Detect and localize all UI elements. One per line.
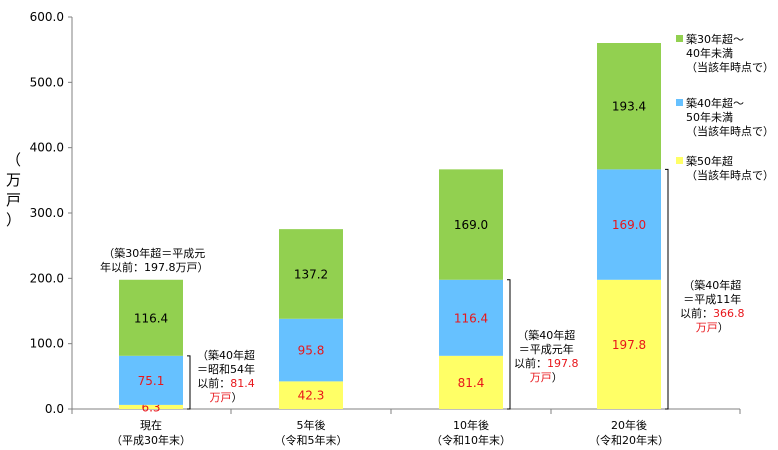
- annotation-text: 81.4: [230, 377, 255, 390]
- bar-segment: [439, 355, 503, 409]
- annotation-text: ）: [231, 391, 243, 404]
- annotation-text: 万戸: [209, 391, 232, 404]
- bar-segment: [439, 169, 503, 280]
- y-axis-label-char: ）: [6, 211, 22, 229]
- legend-label: 築50年超: [686, 155, 733, 168]
- bracket: [507, 279, 511, 410]
- annotation-text: （築40年超: [517, 329, 576, 342]
- legend-label: （当該年時点で）: [686, 125, 774, 138]
- annotation-line: 年以前：197.8万戸）: [100, 261, 209, 275]
- annotation-note: （築40年超 ＝昭和54年 以前：81.4 万戸）: [197, 349, 255, 405]
- legend-item-30-40: 築30年超～ 40年未満 （当該年時点で）: [676, 33, 774, 75]
- data-label: 193.4: [612, 100, 646, 114]
- annotation-line: 万戸）: [680, 321, 745, 335]
- y-tick-label: 300.0: [30, 206, 64, 220]
- bar-segment: [119, 279, 183, 356]
- bracket: [187, 355, 191, 410]
- annotation-text: （築40年超: [197, 349, 255, 362]
- legend-item-40-50: 築40年超～ 50年未満 （当該年時点で）: [676, 97, 774, 139]
- annotation-text: 以前：: [514, 357, 547, 370]
- data-label: 42.3: [298, 389, 325, 403]
- data-label: 116.4: [134, 311, 168, 325]
- annotation-text: 366.8: [713, 307, 745, 320]
- bar-segment: [439, 279, 503, 356]
- legend-label: （当該年時点で）: [686, 169, 774, 182]
- data-label: 197.8: [612, 338, 646, 352]
- annotation-text: ）: [717, 321, 729, 334]
- annotation-line: （築40年超: [680, 279, 745, 293]
- x-tick-label: 現在: [140, 419, 162, 432]
- annotation-text: （築30年超＝平成元: [103, 247, 206, 260]
- annotation-note: （築40年超 ＝平成11年 以前：366.8 万戸）: [680, 279, 745, 335]
- annotation-line: ＝平成元年: [514, 343, 579, 357]
- annotation-line: 以前：197.8: [514, 357, 579, 371]
- y-axis-label-char: 戸: [6, 191, 22, 209]
- legend-item-50-plus: 築50年超 （当該年時点で）: [676, 155, 774, 183]
- annotation-line: ＝昭和54年: [197, 363, 255, 377]
- bar-segment: [597, 169, 661, 280]
- annotation-text: ＝平成11年: [683, 293, 742, 306]
- data-label: 95.8: [298, 344, 325, 358]
- y-axis-label-char: 万: [6, 171, 22, 189]
- annotation-text: 以前：: [197, 377, 231, 390]
- data-label: 116.4: [454, 311, 488, 325]
- x-tick-label: 20年後: [611, 418, 647, 432]
- legend-label: 50年未満: [686, 111, 733, 124]
- annotation-line: 以前：81.4: [197, 377, 255, 391]
- annotation-line: 以前：366.8: [680, 307, 745, 321]
- legend-label: 築30年超～: [686, 33, 744, 46]
- annotation-text: 万戸: [695, 321, 718, 334]
- data-label: 75.1: [138, 374, 165, 388]
- annotation-line: 万戸）: [514, 371, 579, 385]
- data-label: 169.0: [612, 218, 646, 232]
- data-label: 81.4: [458, 376, 485, 390]
- bar-segment: [279, 381, 343, 409]
- annotation-line: 万戸）: [197, 391, 255, 405]
- bar-segment: [597, 43, 661, 170]
- annotation-text: 万戸: [529, 371, 552, 384]
- annotation-line: （築40年超: [514, 329, 579, 343]
- annotation-line: ＝平成11年: [680, 293, 745, 307]
- annotation-text: 以前：: [680, 307, 713, 320]
- x-tick-label: （平成30年末）: [111, 433, 191, 447]
- data-label: 137.2: [294, 267, 328, 281]
- y-tick-label: 400.0: [30, 141, 64, 155]
- y-axis-label-char: （: [6, 151, 22, 169]
- legend-swatch: [676, 157, 683, 164]
- bar-segment: [597, 279, 661, 409]
- x-tick-label: （令和5年末）: [275, 433, 348, 447]
- bar-segment: [119, 404, 183, 409]
- legend-label: （当該年時点で）: [686, 61, 774, 74]
- annotation-text: 年以前：197.8万戸）: [100, 261, 209, 274]
- annotation-line: （築40年超: [197, 349, 255, 363]
- y-tick-label: 200.0: [30, 271, 64, 285]
- x-tick-label: （令和20年末）: [589, 433, 669, 447]
- x-tick-label: 5年後: [297, 418, 326, 432]
- y-axis-label: （ 万 戸 ）: [6, 150, 22, 230]
- y-tick-label: 0.0: [45, 402, 64, 416]
- annotation-note: （築40年超 ＝平成元年 以前：197.8 万戸）: [514, 329, 579, 385]
- bar-segment: [119, 355, 183, 405]
- annotation-line: （築30年超＝平成元: [100, 247, 209, 261]
- annotation-text: ）: [551, 371, 563, 384]
- annotation-text: ＝昭和54年: [197, 363, 255, 376]
- annotation-text: 197.8: [547, 357, 579, 370]
- annotation-note: （築30年超＝平成元 年以前：197.8万戸）: [100, 247, 209, 275]
- y-tick-label: 100.0: [30, 337, 64, 351]
- bar-segment: [279, 318, 343, 382]
- bar-segment: [279, 229, 343, 319]
- data-label: 169.0: [454, 218, 488, 232]
- x-tick-label: 10年後: [453, 418, 489, 432]
- legend-swatch: [676, 35, 683, 42]
- y-tick-label: 500.0: [30, 75, 64, 89]
- legend-swatch: [676, 99, 683, 106]
- annotation-text: ＝平成元年: [518, 343, 574, 356]
- bracket: [665, 168, 669, 410]
- y-tick-label: 600.0: [30, 10, 64, 24]
- annotation-text: （築40年超: [683, 279, 742, 292]
- legend-label: 築40年超～: [686, 97, 744, 110]
- x-tick-label: （令和10年末）: [431, 433, 511, 447]
- legend-label: 40年未満: [686, 47, 733, 60]
